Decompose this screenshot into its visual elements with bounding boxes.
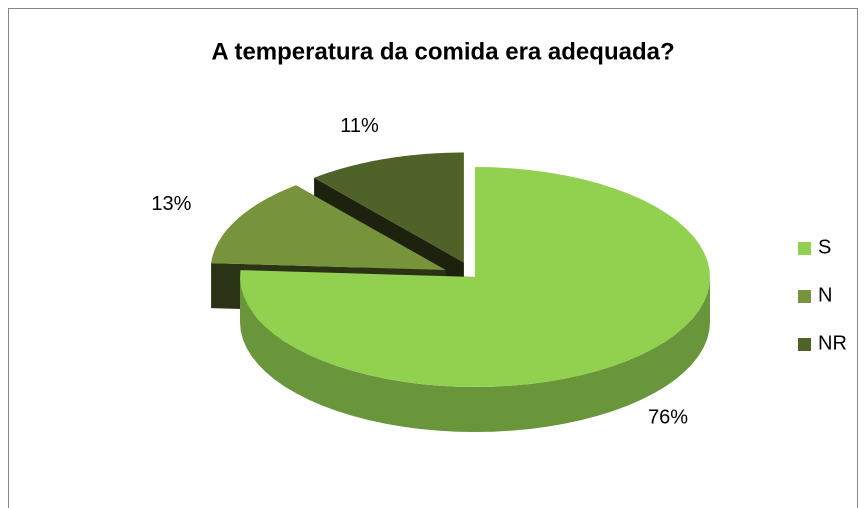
- chart-title: A temperatura da comida era adequada?: [211, 38, 674, 65]
- legend-swatch: [798, 338, 811, 351]
- slice-top: [314, 152, 464, 263]
- data-label: 11%: [340, 115, 379, 137]
- legend-label: N: [818, 284, 832, 306]
- pie-slice: [240, 167, 710, 432]
- legend-swatch: [798, 242, 811, 255]
- legend-swatch: [798, 290, 811, 303]
- data-label: 13%: [151, 193, 191, 215]
- data-label: 76%: [648, 407, 688, 429]
- slice-side: [240, 277, 710, 432]
- slice-top: [240, 167, 710, 387]
- slice-top: [211, 185, 446, 270]
- legend-label: S: [818, 236, 831, 258]
- legend-label: NR: [818, 332, 847, 354]
